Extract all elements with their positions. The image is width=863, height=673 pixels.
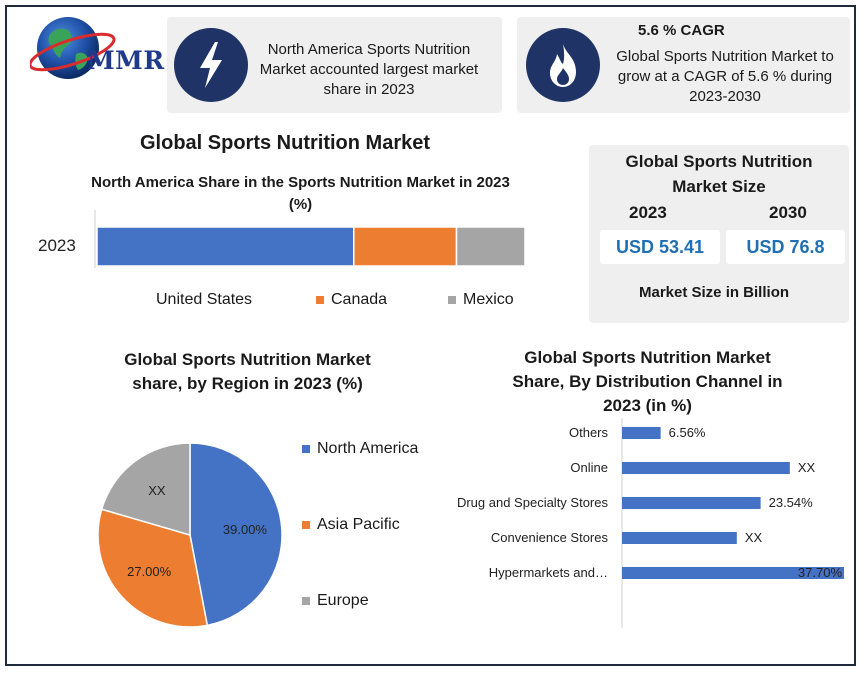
- pie-label-north-america: 39.00%: [223, 522, 268, 537]
- pie-chart-title: Global Sports Nutrition Market share, by…: [124, 350, 371, 393]
- pie-slice-europe: [100, 442, 191, 537]
- channel-category-hypermarkets-and: Hypermarkets and…: [489, 565, 608, 580]
- value-2023: USD 53.41: [600, 230, 720, 264]
- legend-europe: Europe: [302, 592, 369, 610]
- flame-icon: [526, 28, 600, 102]
- stacked-chart-title: North America Share in the Sports Nutrit…: [91, 174, 510, 213]
- year-2030-label: 2030: [769, 203, 807, 222]
- legend-united-states: United States: [146, 291, 252, 309]
- info-left-text: North America Sports Nutrition Market ac…: [259, 41, 479, 98]
- main-title: Global Sports Nutrition Market: [139, 132, 431, 154]
- channel-bar-others: [622, 427, 661, 439]
- mmr-logo: MMR: [28, 14, 165, 84]
- channel-bar-hypermarkets-and: [622, 567, 844, 579]
- channel-category-others: Others: [569, 425, 609, 440]
- channel-bar-convenience-stores: [622, 532, 737, 544]
- stacked-category-label: 2023: [38, 236, 76, 255]
- pie-chart: 39.00% 27.00% XX: [97, 442, 283, 628]
- stacked-bar-segment-united-states: [96, 226, 355, 267]
- channel-chart-title: Global Sports Nutrition Market Share, By…: [512, 348, 783, 415]
- pie-label-asia-pacific: 27.00%: [127, 564, 172, 579]
- channel-category-drug-and-specialty-stores: Drug and Specialty Stores: [457, 495, 609, 510]
- stacked-bar-chart: [94, 210, 526, 268]
- pie-label-europe: XX: [148, 483, 166, 498]
- market-size-panel: Global Sports Nutrition Market Size 2023…: [589, 145, 849, 323]
- channel-bar-online: [622, 462, 790, 474]
- logo-text: MMR: [87, 46, 165, 75]
- channel-value-label-others: 6.56%: [669, 425, 706, 440]
- channel-bar-chart: Others 6.56% Online XX Drug and Specialty St…: [457, 418, 844, 628]
- lightning-icon: [174, 28, 248, 102]
- info-panel-right: 5.6 % CAGR Global Sports Nutrition Marke…: [517, 17, 850, 113]
- legend-mexico: Mexico: [448, 291, 514, 309]
- value-2030: USD 76.8: [726, 230, 845, 264]
- infographic-frame: [5, 5, 856, 666]
- pie-slice-north-america: [189, 442, 283, 627]
- legend-north-america: North America: [302, 440, 418, 458]
- year-2023-label: 2023: [629, 203, 667, 222]
- legend-asia-pacific: Asia Pacific: [302, 516, 400, 534]
- stacked-bar-segment-mexico: [455, 226, 526, 267]
- channel-bar-drug-and-specialty-stores: [622, 497, 761, 509]
- channel-value-label-convenience-stores: XX: [745, 530, 763, 545]
- info-panel-left: North America Sports Nutrition Market ac…: [167, 17, 502, 113]
- stacked-bar-segment-canada: [353, 226, 458, 267]
- channel-value-label-hypermarkets-and: 37.70%: [798, 565, 843, 580]
- cagr-title: 5.6 % CAGR: [638, 22, 725, 39]
- channel-category-convenience-stores: Convenience Stores: [491, 530, 609, 545]
- globe-icon: [28, 17, 116, 79]
- channel-value-label-online: XX: [798, 460, 816, 475]
- info-right-text: Global Sports Nutrition Market to grow a…: [616, 48, 834, 105]
- channel-category-online: Online: [570, 460, 608, 475]
- pie-slice-asia-pacific: [97, 508, 209, 628]
- legend-canada: Canada: [316, 291, 387, 309]
- market-size-unit: Market Size in Billion: [638, 284, 790, 301]
- channel-value-label-drug-and-specialty-stores: 23.54%: [769, 495, 814, 510]
- market-size-title: Global Sports Nutrition Market Size: [625, 152, 813, 196]
